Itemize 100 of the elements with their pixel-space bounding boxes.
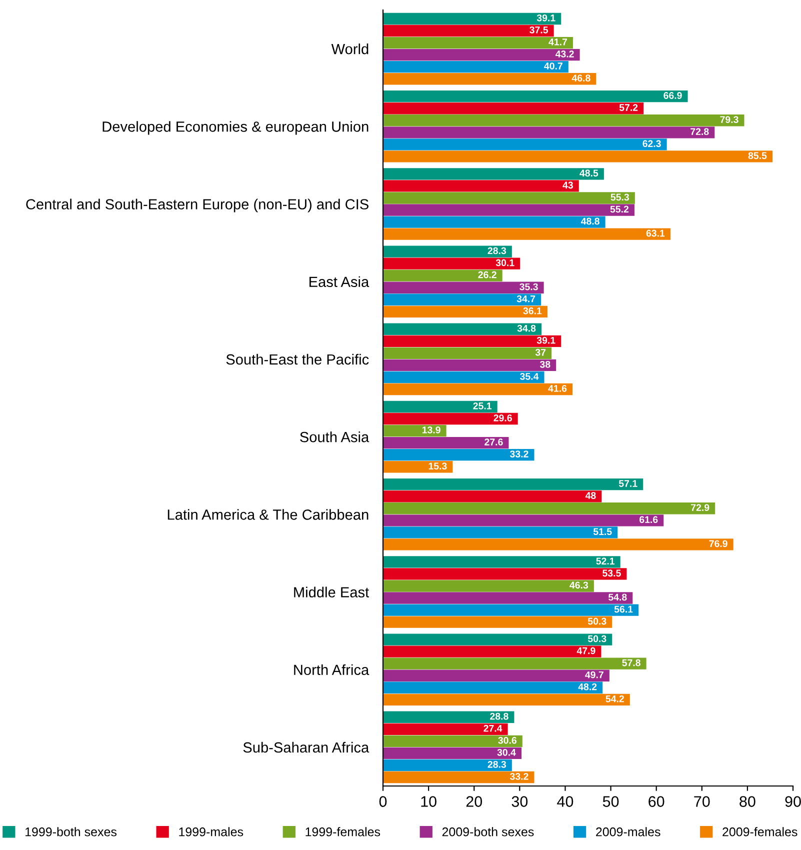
y-tick-label: East Asia — [310, 276, 370, 288]
bar — [383, 383, 573, 396]
x-tick-label: 80 — [740, 796, 756, 807]
bar — [383, 747, 522, 760]
bar — [383, 634, 612, 646]
data-label: 30.1 — [496, 259, 514, 266]
bar — [383, 138, 667, 150]
bar — [383, 514, 664, 526]
bar — [383, 246, 512, 258]
data-label: 41.7 — [548, 38, 567, 46]
data-label: 39.1 — [536, 336, 556, 344]
data-label: 55.2 — [610, 206, 629, 213]
bar — [383, 270, 502, 282]
data-label: 34.8 — [517, 324, 536, 332]
y-tick-label: Central and South-Eastern Europe (non-EU) and CIS — [26, 198, 368, 212]
x-tick-label: 20 — [466, 796, 482, 807]
bar — [383, 347, 552, 360]
bar — [383, 568, 627, 580]
data-label: 43 — [562, 182, 573, 189]
data-label: 55.3 — [610, 194, 630, 201]
data-label: 38 — [540, 360, 550, 368]
bar — [383, 126, 715, 138]
x-tick-label: 90 — [785, 796, 801, 807]
bar — [383, 592, 633, 604]
data-label: 56.1 — [614, 606, 633, 613]
bar — [383, 646, 602, 658]
data-label: 61.6 — [640, 516, 658, 524]
bar — [383, 556, 620, 568]
bar — [383, 616, 612, 628]
x-tick-label: 30 — [512, 796, 528, 807]
bar — [383, 48, 580, 61]
legend-label: 1999-males — [179, 827, 244, 836]
y-tick-label: Latin America & The Caribbean — [168, 509, 368, 520]
data-label: 48.8 — [580, 218, 600, 225]
bar — [383, 711, 514, 723]
bar — [383, 449, 534, 461]
data-label: 39.1 — [536, 14, 556, 22]
data-label: 28.3 — [488, 247, 506, 254]
bar — [383, 400, 498, 413]
y-tick-label: World — [331, 44, 368, 54]
bar — [383, 114, 744, 126]
data-label: 25.1 — [473, 402, 492, 410]
bar — [383, 150, 772, 162]
bar — [383, 670, 610, 682]
data-label: 27.6 — [484, 438, 503, 446]
x-tick-label: 10 — [421, 796, 436, 807]
bar — [383, 735, 522, 748]
data-label: 36.1 — [523, 307, 542, 314]
y-tick-label: Developed Economies & european Union — [102, 121, 368, 135]
data-label: 47.9 — [576, 647, 596, 654]
data-label: 48.5 — [580, 170, 598, 177]
data-label: 79.3 — [720, 116, 738, 124]
bar — [383, 359, 556, 372]
bar — [383, 168, 604, 180]
bar — [383, 771, 534, 784]
bar — [383, 323, 542, 335]
data-label: 40.7 — [544, 62, 562, 70]
bar — [383, 436, 509, 449]
data-label: 49.7 — [585, 671, 604, 678]
data-label: 85.5 — [748, 152, 767, 160]
data-label: 37 — [535, 348, 546, 356]
bar — [383, 294, 542, 306]
data-label: 62.3 — [642, 140, 661, 148]
bar — [383, 412, 518, 425]
y-tick-label: South Asia — [300, 432, 370, 442]
data-label: 57.1 — [618, 480, 638, 487]
data-label: 48 — [585, 492, 596, 499]
bar — [383, 538, 734, 550]
x-tick-label: 50 — [602, 796, 619, 807]
bar — [383, 526, 618, 538]
data-label: 54.2 — [606, 695, 624, 702]
bar — [383, 90, 688, 102]
legend-label: 1999-both sexes — [25, 827, 117, 836]
data-label: 50.3 — [588, 635, 606, 642]
data-label: 46.3 — [570, 582, 588, 589]
data-label: 15.3 — [428, 462, 447, 470]
data-label: 57.8 — [622, 659, 640, 666]
bar — [383, 282, 544, 294]
data-label: 26.2 — [478, 271, 496, 278]
bar — [383, 24, 554, 37]
data-label: 72.8 — [690, 128, 709, 136]
bar — [383, 682, 603, 694]
x-tick-label: 60 — [648, 796, 664, 807]
bar — [383, 461, 453, 473]
bar — [383, 12, 562, 25]
bar — [383, 216, 606, 228]
bar — [383, 61, 568, 73]
legend-label: 2009-both sexes — [442, 827, 534, 836]
data-label: 76.9 — [709, 540, 728, 548]
bar — [383, 335, 562, 347]
bar — [383, 192, 635, 204]
legend-label: 2009-females — [722, 827, 798, 836]
bar — [383, 102, 644, 114]
bar — [383, 180, 579, 192]
data-label: 57.2 — [619, 104, 638, 111]
x-tick-label: 40 — [557, 796, 574, 807]
bar — [383, 228, 670, 240]
legend-label: 2009-males — [596, 827, 660, 836]
data-label: 37.5 — [530, 26, 548, 34]
data-label: 34.7 — [516, 295, 536, 302]
